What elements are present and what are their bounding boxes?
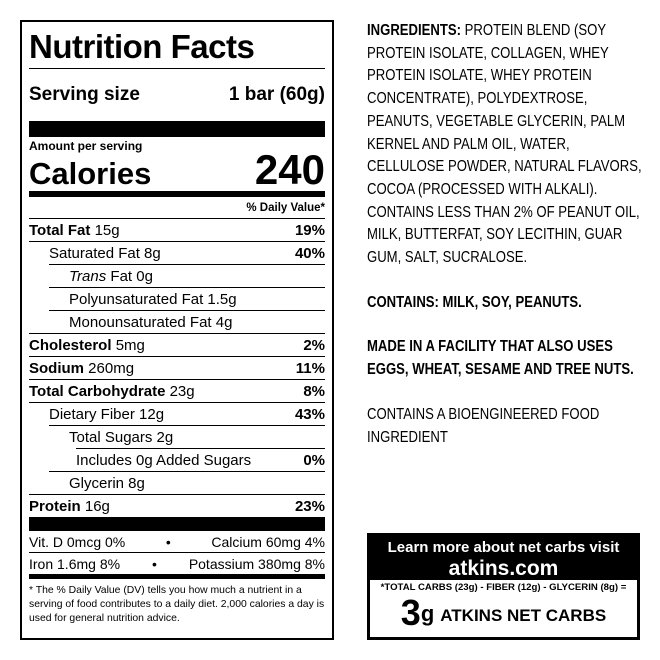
nutrient-amount: 5mg <box>115 336 145 354</box>
calories-label: Calories <box>29 156 152 191</box>
nutrient-row: Saturated Fat 8g 40% <box>29 241 325 264</box>
thick-rule <box>29 121 325 137</box>
nutrient-name: Monounsaturated Fat 4g <box>69 313 233 331</box>
bioengineered-note: CONTAINS A BIOENGINEERED FOOD INGREDIENT <box>367 405 600 446</box>
nutrient-dv: 8% <box>303 382 325 400</box>
net-carbs-box: Learn more about net carbs visit atkins.… <box>367 533 640 640</box>
nutrient-name: Fat 0g <box>110 267 153 285</box>
nutrient-amount: 23g <box>169 382 195 400</box>
nutrient-amount: 16g <box>84 497 110 515</box>
medium-rule <box>29 574 325 579</box>
nutrient-name: Protein <box>29 497 81 515</box>
vitamin: Vit. D 0mcg 0% <box>29 533 126 550</box>
daily-value-header: % Daily Value* <box>246 202 325 214</box>
serving-row: Serving size 1 bar (60g) <box>29 69 325 121</box>
bullet: • <box>151 555 157 572</box>
nutrition-label: Nutrition Facts Serving size 1 bar (60g)… <box>20 20 334 640</box>
nutrient-row: Dietary Fiber 12g 43% <box>29 402 325 425</box>
calories-row: Calories 240 <box>29 149 325 191</box>
ingredients: INGREDIENTS: PROTEIN BLEND (SOY PROTEIN … <box>367 20 643 270</box>
bullet: • <box>165 533 171 550</box>
nutrient-name: Dietary Fiber 12g <box>49 405 165 423</box>
net-carbs-unit: g <box>420 601 435 626</box>
calories-value: 240 <box>254 146 325 193</box>
vitamin: Calcium 60mg 4% <box>211 533 325 550</box>
net-carbs-info: Learn more about net carbs visit <box>387 539 620 556</box>
ingredients-text: PROTEIN BLEND (SOY PROTEIN ISOLATE, COLL… <box>367 22 642 267</box>
net-carbs-line: 3g ATKINS NET CARBS <box>370 594 637 635</box>
nutrient-dv: 43% <box>294 405 325 423</box>
nutrient-dv: 0% <box>303 451 325 469</box>
nutrient-amount: 15g <box>94 221 120 239</box>
nutrient-row: Total Fat 15g 19% <box>29 218 325 241</box>
allergens: CONTAINS: MILK, SOY, PEANUTS. <box>367 293 582 311</box>
net-carbs-formula: *TOTAL CARBS (23g) - FIBER (12g) - GLYCE… <box>380 582 627 593</box>
nutrient-name: Includes 0g Added Sugars <box>76 451 252 469</box>
nutrient-row: Glycerin 8g <box>49 471 325 494</box>
nutrient-name: Total Sugars 2g <box>69 428 174 446</box>
nutrient-row: Total Sugars 2g <box>49 425 325 448</box>
footnote: * The % Daily Value (DV) tells you how m… <box>29 585 325 624</box>
nutrient-row: Includes 0g Added Sugars 0% <box>76 448 325 471</box>
nutrient-prefix: Trans <box>69 267 107 285</box>
serving-size-label: Serving size <box>29 84 140 105</box>
medium-rule <box>29 191 325 197</box>
ingredients-label: INGREDIENTS: <box>367 22 462 39</box>
nutrient-name: Total Fat <box>29 221 91 239</box>
nutrient-row: Sodium 260mg 11% <box>29 356 325 379</box>
net-carbs-label: ATKINS NET CARBS <box>440 606 607 625</box>
nutrient-name: Glycerin 8g <box>69 474 145 492</box>
nutrient-row: Trans Fat 0g <box>49 264 325 287</box>
nutrient-name: Polyunsaturated Fat 1.5g <box>69 290 237 308</box>
vitamin: Iron 1.6mg 8% <box>29 555 121 572</box>
vitamin-row: Iron 1.6mg 8% • Potassium 380mg 8% <box>29 552 325 574</box>
nutrient-row: Total Carbohydrate 23g 8% <box>29 379 325 402</box>
net-carbs-panel: *TOTAL CARBS (23g) - FIBER (12g) - GLYCE… <box>370 580 637 637</box>
facility-note: MADE IN A FACILITY THAT ALSO USES EGGS, … <box>367 338 634 379</box>
nutrient-dv: 19% <box>294 221 325 239</box>
nutrient-dv: 2% <box>303 336 325 354</box>
nutrient-row: Protein 16g 23% <box>29 494 325 517</box>
nutrient-name: Total Carbohydrate <box>29 382 166 400</box>
thick-rule <box>29 517 325 531</box>
nutrient-dv: 23% <box>294 497 325 515</box>
net-carbs-value: 3 <box>400 592 421 633</box>
nutrient-amount: 260mg <box>88 359 135 377</box>
vitamin-row: Vit. D 0mcg 0% • Calcium 60mg 4% <box>29 531 325 552</box>
label-title: Nutrition Facts <box>29 22 325 69</box>
nutrient-dv: 11% <box>295 359 325 377</box>
ingredients-panel: INGREDIENTS: PROTEIN BLEND (SOY PROTEIN … <box>367 20 643 471</box>
nutrient-row: Polyunsaturated Fat 1.5g <box>49 287 325 310</box>
nutrient-row: Cholesterol 5mg 2% <box>29 333 325 356</box>
nutrient-name: Cholesterol <box>29 336 112 354</box>
serving-size: 1 bar (60g) <box>228 84 325 105</box>
nutrient-name: Saturated Fat 8g <box>49 244 161 262</box>
nutrient-row: Monounsaturated Fat 4g <box>49 310 325 333</box>
nutrient-dv: 40% <box>294 244 325 262</box>
nutrient-name: Sodium <box>29 359 84 377</box>
amount-per-serving: Amount per serving <box>29 139 143 153</box>
website: atkins.com <box>448 557 559 580</box>
vitamin: Potassium 380mg 8% <box>188 555 325 572</box>
